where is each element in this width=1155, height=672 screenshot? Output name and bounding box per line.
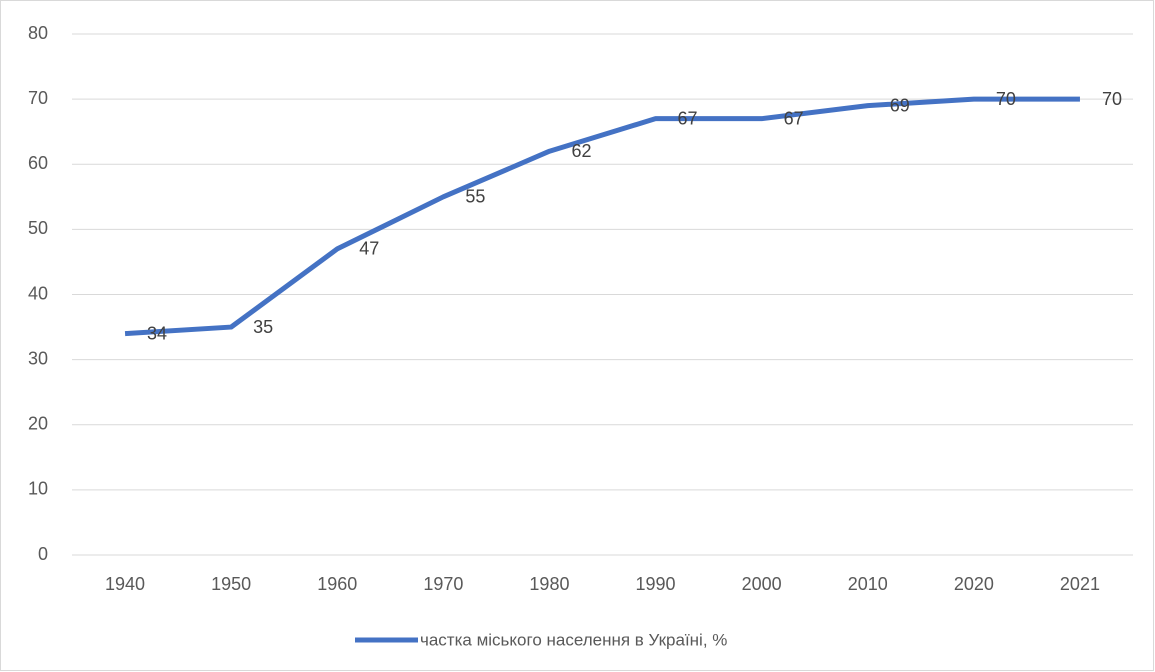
data-label: 67 [678, 108, 698, 128]
x-tick-label: 1980 [529, 574, 569, 594]
data-label: 35 [253, 317, 273, 337]
data-label: 55 [465, 187, 485, 207]
x-tick-label: 1970 [423, 574, 463, 594]
x-tick-label: 1960 [317, 574, 357, 594]
legend-label: частка міського населення в Україні, % [420, 630, 727, 649]
y-tick-label: 40 [28, 283, 48, 303]
y-tick-label: 20 [28, 414, 48, 434]
data-label: 62 [571, 141, 591, 161]
data-label: 69 [890, 95, 910, 115]
data-label: 70 [996, 89, 1016, 109]
x-tick-label: 2021 [1060, 574, 1100, 594]
y-tick-label: 30 [28, 348, 48, 368]
x-tick-label: 1950 [211, 574, 251, 594]
y-tick-label: 0 [38, 544, 48, 564]
data-label: 67 [784, 108, 804, 128]
y-tick-label: 70 [28, 88, 48, 108]
y-tick-label: 50 [28, 218, 48, 238]
y-tick-label: 80 [28, 23, 48, 43]
x-tick-label: 2000 [742, 574, 782, 594]
y-tick-label: 60 [28, 153, 48, 173]
data-label: 70 [1102, 89, 1122, 109]
x-tick-label: 2010 [848, 574, 888, 594]
x-tick-label: 2020 [954, 574, 994, 594]
data-label: 34 [147, 323, 167, 343]
y-tick-label: 10 [28, 479, 48, 499]
x-tick-label: 1990 [636, 574, 676, 594]
data-label: 47 [359, 239, 379, 259]
series-line [124, 96, 1080, 337]
x-tick-label: 1940 [105, 574, 145, 594]
